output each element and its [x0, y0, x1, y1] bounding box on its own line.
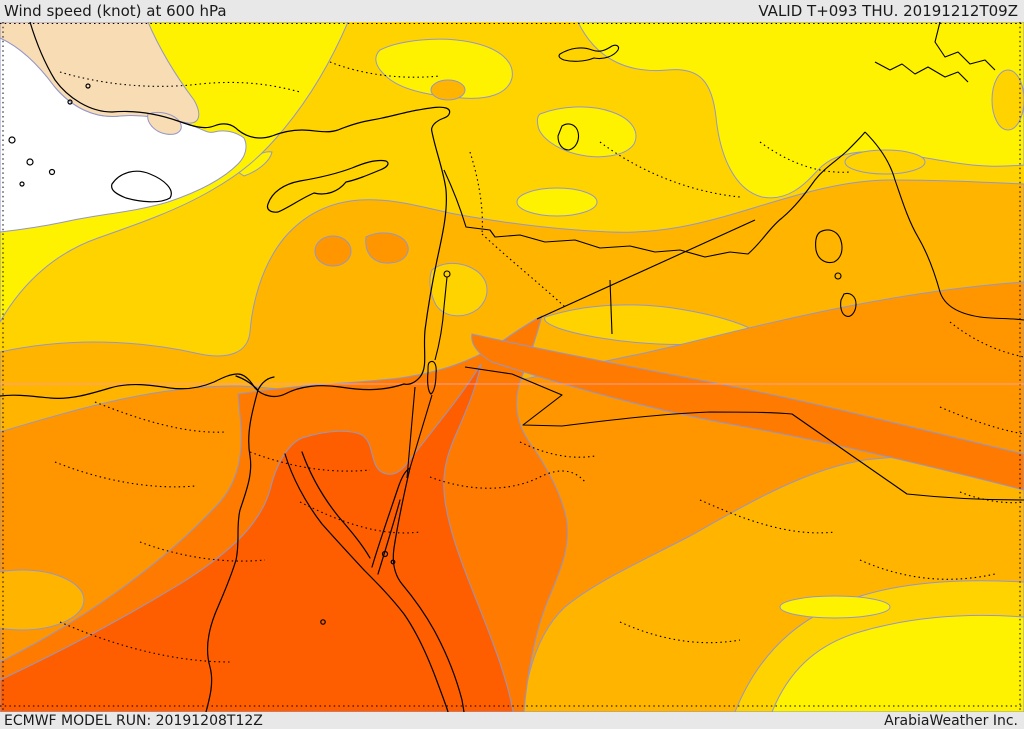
border-dot-iraq-north	[599, 141, 851, 198]
border-saudi-iraq	[561, 411, 1024, 501]
aegean-island-5	[67, 99, 73, 105]
coastline-gulf-of-aqaba	[371, 467, 411, 575]
border-dot-egypt-6	[59, 621, 231, 663]
coastline-turkey-levant-egypt	[0, 22, 451, 399]
coastline-red-sea-west	[363, 569, 449, 712]
band-orange-patch-southcyprus-1	[314, 235, 352, 267]
border-jordan-saudi-zigzag	[464, 366, 563, 427]
tiran-island	[381, 550, 389, 558]
border-dot-egypt-2	[54, 461, 196, 488]
border-jordan-iraq-notch	[609, 279, 613, 335]
border-dot-saudi-3	[939, 406, 1024, 435]
band-yellow-turkey-1	[375, 38, 513, 99]
border-dot-saudi-4	[619, 621, 741, 644]
valid-time-label: VALID T+093 THU. 20191212T09Z	[758, 2, 1018, 20]
border-dot-egypt-5	[139, 541, 266, 562]
small-lake-2	[840, 292, 857, 317]
border-dot-egypt-1	[94, 401, 226, 433]
border-syria-iraq-jordan	[536, 219, 756, 320]
aegean-island-3	[48, 168, 56, 176]
aegean-island-2	[26, 158, 34, 166]
border-dot-egypt-4	[299, 501, 421, 534]
border-caucasus-zigzag-2	[934, 22, 996, 71]
provider-label: ArabiaWeather Inc.	[884, 712, 1018, 729]
border-dot-syria-iraq	[481, 233, 566, 308]
footer-bar: ECMWF MODEL RUN: 20191208T12Z ArabiaWeat…	[0, 712, 1024, 729]
wind-speed-map	[0, 22, 1024, 712]
border-iran-west	[864, 131, 1024, 321]
red-sea-islet-2	[320, 619, 326, 625]
band-amber-anatolia-spot	[430, 79, 466, 101]
model-run-label: ECMWF MODEL RUN: 20191208T12Z	[4, 712, 263, 729]
dead-sea	[427, 360, 437, 395]
band-peach-coast-tongue	[147, 111, 182, 135]
border-dot-egypt-3	[249, 451, 371, 472]
border-jordan-river	[434, 276, 448, 361]
band-yellow-turkey-2	[536, 106, 637, 158]
page-title: Wind speed (knot) at 600 hPa	[4, 2, 227, 20]
border-egypt-israel	[406, 386, 416, 479]
band-gold-blob-ne	[844, 149, 926, 175]
header-bar: Wind speed (knot) at 600 hPa VALID T+093…	[0, 0, 1024, 22]
band-redorange-core	[0, 363, 514, 712]
border-dot-turkey-internal-2	[329, 61, 441, 78]
aegean-island-6	[85, 83, 91, 89]
band-yellow-patch-se	[779, 595, 891, 619]
lake-urmia	[815, 229, 843, 264]
red-sea-islet	[390, 559, 396, 565]
nile-river	[205, 389, 259, 712]
border-dot-saudi-2	[859, 559, 996, 580]
band-yellow-turkey-3	[516, 187, 598, 217]
band-yellow-southeast-corner	[771, 614, 1024, 712]
border-caucasus-zigzag-1	[874, 61, 969, 83]
border-dot-sinai-saudi	[429, 470, 586, 489]
aegean-island-4	[19, 181, 25, 187]
band-gold-blob-ne-edge	[991, 69, 1024, 131]
nile-delta-branches	[235, 375, 275, 391]
small-lake-1	[834, 272, 842, 280]
band-amber-blob-west	[0, 569, 85, 631]
aegean-island-1	[8, 136, 16, 144]
border-dot-turkey-internal	[59, 71, 301, 93]
lake-van	[558, 44, 620, 62]
lake-tuz	[557, 123, 580, 151]
border-israel-jordan	[406, 394, 433, 479]
map-canvas	[0, 22, 1024, 712]
band-orange-patch-southcyprus-2	[365, 232, 409, 264]
border-turkey-syria-iraq	[443, 131, 866, 258]
rhodes-island	[111, 170, 172, 203]
coastline-gulf-of-suez	[284, 451, 371, 571]
coastline-red-sea-east	[392, 467, 465, 712]
cyprus-island	[266, 159, 389, 213]
